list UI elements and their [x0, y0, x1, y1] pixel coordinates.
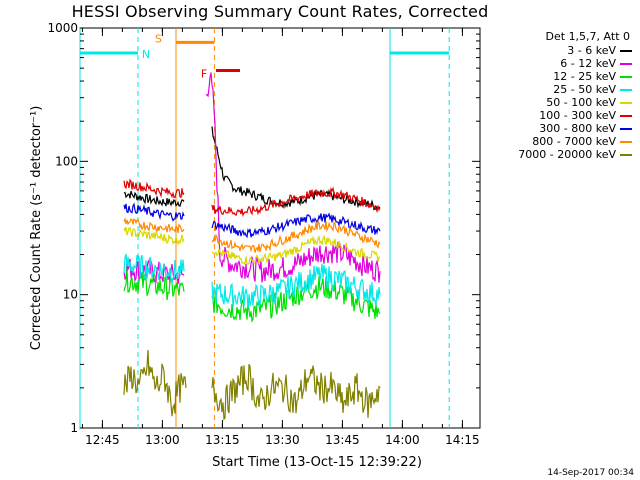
x-tick-label: 13:30	[265, 433, 300, 447]
x-tick-label: 13:15	[205, 433, 240, 447]
series-25-50-kev	[123, 253, 381, 309]
legend-item: 800 - 7000 keV	[486, 135, 632, 148]
tick-layer: 12:45 13:00 13:15 13:30 13:45 14:00 14:15 1 10 10…	[47, 21, 480, 447]
series-6-12-kev	[123, 72, 381, 285]
series-line	[211, 263, 381, 309]
x-axis-label: Start Time (13-Oct-15 12:39:22)	[212, 455, 422, 470]
y-tick-label: 100	[55, 154, 78, 168]
legend-item: 6 - 12 keV	[486, 57, 632, 70]
annotation-label-saa: S	[155, 32, 162, 45]
legend-item-label: 7000 - 20000 keV	[518, 148, 616, 161]
legend-item: 50 - 100 keV	[486, 96, 632, 109]
legend-item-label: 50 - 100 keV	[546, 96, 616, 109]
x-tick-label: 14:00	[385, 433, 420, 447]
y-tick-label: 1	[70, 421, 78, 435]
y-tick-label: 10	[63, 288, 78, 302]
y-tick-label: 1000	[47, 21, 78, 35]
legend-swatch	[620, 49, 632, 52]
series-7000-20000-kev	[123, 349, 381, 421]
annotation-label-night: N	[142, 48, 150, 61]
annotation-layer: NS F	[79, 28, 450, 428]
legend-swatch	[620, 101, 632, 104]
series-line	[123, 178, 185, 199]
timestamp-footer: 14-Sep-2017 00:34	[547, 468, 634, 478]
series-line	[211, 220, 381, 253]
series-line	[123, 217, 185, 234]
legend-item: 7000 - 20000 keV	[486, 148, 632, 161]
series-50-100-kev	[123, 226, 381, 266]
series-800-7000-kev	[123, 217, 381, 253]
legend-header: Det 1,5,7, Att 0	[545, 30, 630, 43]
legend-swatch	[620, 114, 632, 117]
y-axis-label: Corrected Count Rate (s⁻¹ detector⁻¹)	[29, 106, 44, 351]
legend-item-label: 3 - 6 keV	[567, 44, 616, 57]
legend-item-label: 25 - 50 keV	[553, 83, 616, 96]
series-line	[211, 126, 381, 211]
chart-title: HESSI Observing Summary Count Rates, Cor…	[71, 2, 489, 21]
legend-item: 25 - 50 keV	[486, 83, 632, 96]
legend-swatch	[620, 140, 632, 143]
series-line	[123, 226, 185, 246]
annotation-label-flare: F	[201, 68, 207, 81]
legend-item-label: 800 - 7000 keV	[532, 135, 616, 148]
legend-swatch	[620, 75, 632, 78]
series-line	[211, 186, 381, 217]
legend-item: 100 - 300 keV	[486, 109, 632, 122]
legend-item-label: 100 - 300 keV	[539, 109, 616, 122]
series-line	[211, 363, 381, 421]
series-3-6-kev	[123, 126, 381, 211]
series-line	[123, 258, 185, 285]
legend-swatch	[620, 127, 632, 130]
legend-item: 12 - 25 keV	[486, 70, 632, 83]
x-tick-label: 14:15	[445, 433, 480, 447]
series-line	[211, 212, 381, 239]
x-tick-label: 12:45	[85, 433, 120, 447]
legend: Det 1,5,7, Att 0 3 - 6 keV 6 - 12 keV 12 -…	[486, 30, 632, 161]
legend-item-label: 300 - 800 keV	[539, 122, 616, 135]
series-line	[123, 349, 187, 417]
legend-swatch	[620, 88, 632, 91]
legend-item-label: 6 - 12 keV	[560, 57, 616, 70]
x-tick-label: 13:45	[325, 433, 360, 447]
series-layer	[123, 72, 381, 421]
legend-swatch	[620, 153, 632, 156]
series-300-800-kev	[123, 202, 381, 239]
legend-item-label: 12 - 25 keV	[553, 70, 616, 83]
x-tick-label: 13:00	[145, 433, 180, 447]
legend-item: 3 - 6 keV	[486, 44, 632, 57]
series-line	[123, 253, 185, 285]
series-line	[123, 202, 185, 222]
series-line	[212, 234, 381, 266]
series-100-300-kev	[123, 178, 381, 217]
series-line	[123, 190, 185, 207]
legend-item: 300 - 800 keV	[486, 122, 632, 135]
legend-swatch	[620, 62, 632, 65]
series-line	[211, 276, 381, 323]
